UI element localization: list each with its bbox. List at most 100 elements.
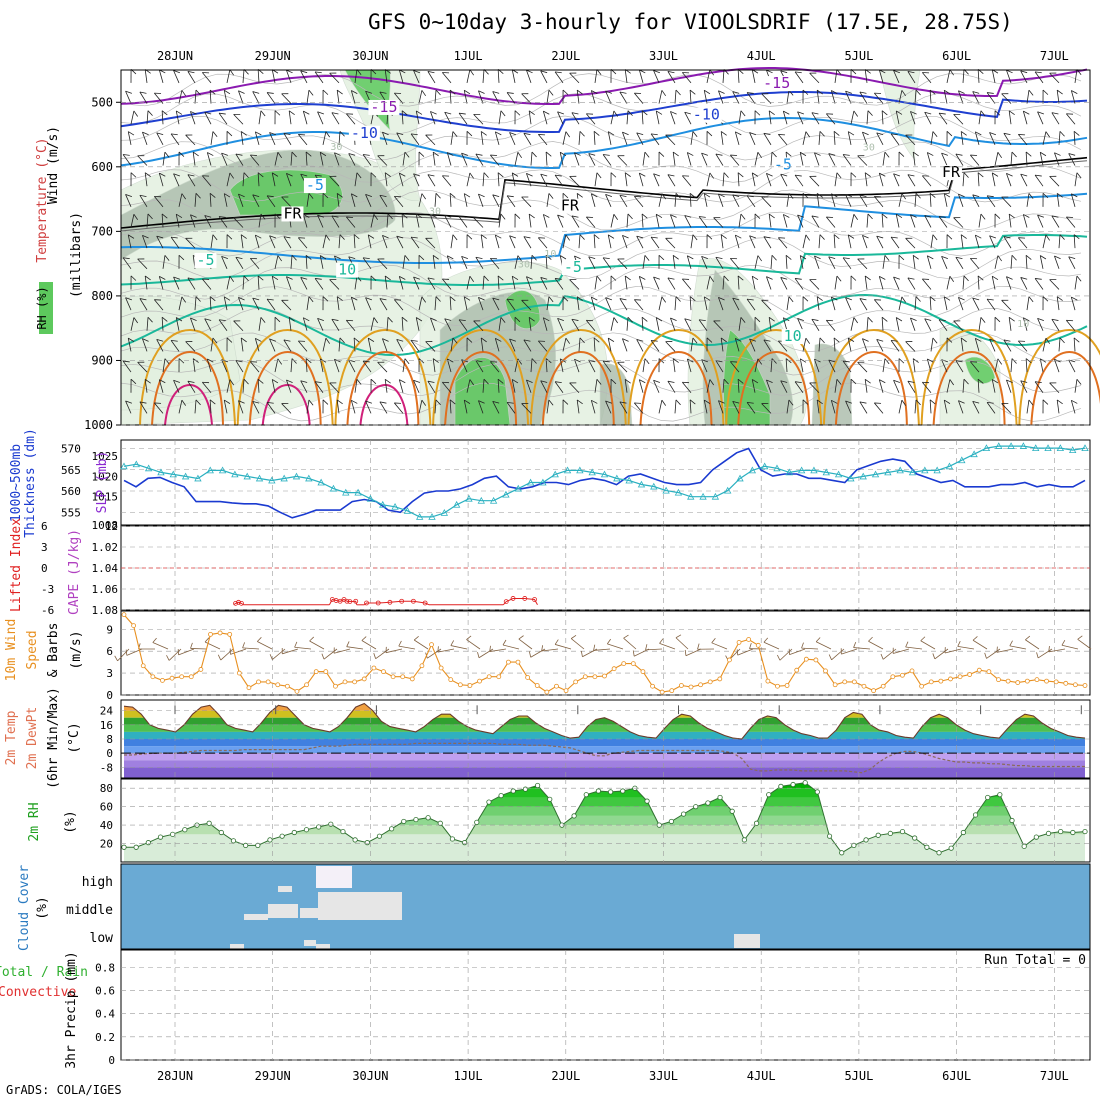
wind-barb-shaft [396,132,404,146]
wind-barb-shaft [418,255,420,269]
wind-barb [636,339,644,352]
wind-barb [492,400,500,414]
slp-marker [945,462,954,470]
wind-barb [458,216,468,228]
wind-barb [922,381,932,393]
wind-barb [658,254,665,269]
wind-barb-shaft [684,215,692,228]
wind-barb [785,254,792,269]
wind-barb-flag [922,175,930,177]
wind-barb-flag [944,193,951,198]
wind-barb-flag [303,317,310,322]
wind-barb-shaft [319,255,324,269]
wind10m-barb-flag [1036,652,1039,659]
wind-barb-shaft [826,113,836,125]
slp-marker [218,466,227,474]
wind-barb-flag [780,380,788,383]
wind-barb-flag [1045,131,1051,138]
wind-speed-point [765,678,771,684]
slp-marker [342,488,350,496]
wind-barb-flag [1042,296,1049,302]
wind-barb-shaft [1051,112,1060,125]
wind-barb [466,131,473,145]
wind-barb [521,93,532,104]
wind10m-barb-shaft [489,648,507,652]
wind-barb-flag [548,296,554,303]
wind-barb [175,317,183,331]
wind-barb-shaft [667,380,676,393]
wind-barb-flag [128,337,135,342]
wind-barb [938,216,948,228]
wind-barb-shaft [749,338,756,352]
wind-barb-shaft [317,318,324,331]
wind-barb-flag [927,152,934,156]
wind10m-barb-shaft [502,644,520,650]
wind-barb-shaft [1018,340,1028,352]
wind-barb-flag [243,172,249,178]
wind-barb [946,379,955,393]
wind-barb [754,152,763,166]
wind-barb-flag [303,214,310,218]
wind-barb-flag [819,234,825,240]
wind10m-barb-flag [996,646,998,653]
wind-speed-point [265,679,271,685]
wind-barb-shaft [797,111,804,125]
wind-barb [269,132,276,146]
wind-barb [434,399,441,414]
wind-barb-shaft [972,194,980,208]
wind-barb [514,152,523,166]
wind-barb-shaft [122,257,132,270]
wind-barb-flag [1018,237,1026,239]
lifted-index-point [387,599,393,605]
wind-barb [497,378,504,393]
wind10m-barb-flag [749,643,752,649]
precip-tick-3: 0.6 [95,985,115,998]
wind-barb-shaft [434,296,437,311]
wind-barb [718,400,725,414]
wind-barb-flag [159,276,166,280]
warm-bubble-3 [432,328,530,426]
wind-barb [546,89,554,104]
wind-barb [667,70,676,84]
wind-barb-flag [1051,318,1059,321]
wind-barb-shaft [898,296,903,311]
wind10m-barb-flag [125,649,128,656]
wind-barb-flag [1011,358,1017,364]
wind-barb-shaft [418,90,423,104]
wind10m-barb [554,639,572,650]
wind-barb-shaft [634,299,644,311]
wind-barb-shaft [754,152,759,166]
wind-barb [862,338,869,352]
wind-barb-flag [379,401,387,404]
wind-barb-flag [634,195,642,198]
wind-barb [650,236,660,249]
wind-barb [730,361,740,373]
wind-barb-shaft [1056,193,1060,207]
wind-barb [187,380,196,393]
cloud-frame [120,863,1091,950]
wind-barb-shaft [492,91,500,104]
wind-barb-shaft [514,152,519,166]
wind-barb-shaft [718,297,724,311]
wind-axis-title: Wind (m/s) [46,126,61,204]
wind-barb-shaft [962,172,965,187]
rh-point [620,788,626,794]
wind-barb-shaft [1006,379,1012,393]
warm-bubble-0 [139,328,236,426]
wind-barb [353,234,360,249]
wind-barb-flag [571,112,579,115]
wind-barb-shaft [799,255,804,269]
wind-barb [1051,112,1060,125]
wind-barb-shaft [910,214,916,228]
wind-barb [722,275,729,290]
wind-barb-shaft [137,155,148,166]
wind-barb [194,399,201,414]
wind-barb [446,255,454,269]
wind-barb-flag [224,193,231,198]
wind-barb [523,132,532,146]
wind-barb-flag [912,255,919,260]
wind-barb-shaft [862,338,868,352]
wind-barb-shaft [173,173,180,187]
wind-barb-shaft [974,338,980,352]
wind-speed-point [448,677,454,683]
